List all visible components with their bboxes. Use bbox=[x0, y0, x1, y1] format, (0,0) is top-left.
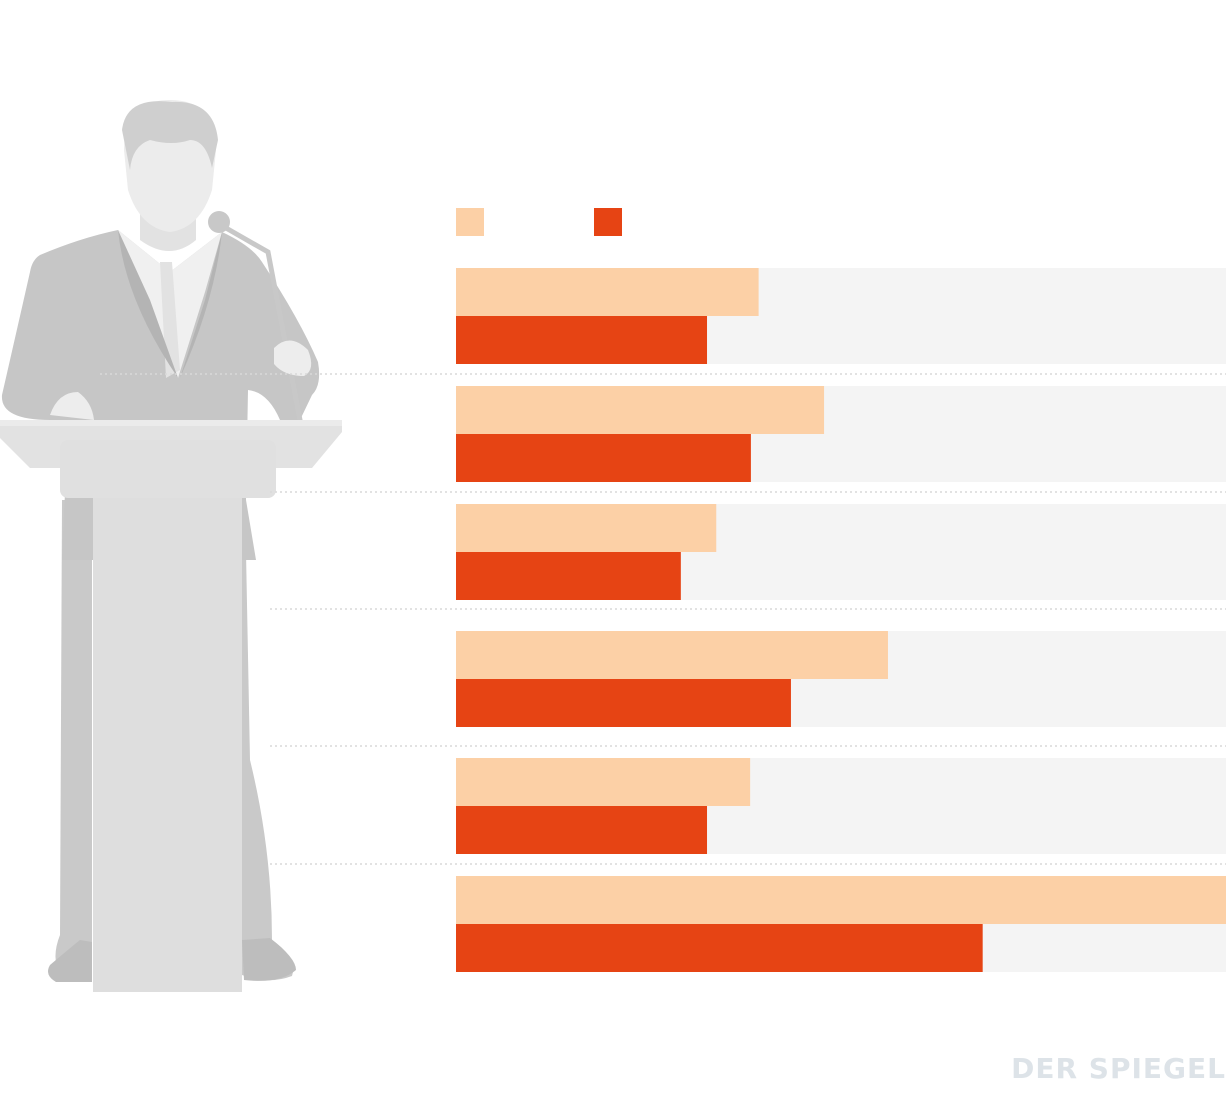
bar-2-series-1 bbox=[456, 386, 825, 434]
bar-4-series-2 bbox=[456, 679, 791, 727]
bar-6-series-2 bbox=[456, 924, 983, 972]
legend-swatch-1 bbox=[456, 208, 484, 236]
bar-1-series-1 bbox=[456, 268, 759, 316]
bar-4-series-1 bbox=[456, 631, 888, 679]
speaker-at-podium-icon bbox=[0, 100, 342, 992]
der-spiegel-watermark: DER SPIEGEL bbox=[1011, 1052, 1226, 1085]
bar-5-series-2 bbox=[456, 806, 708, 854]
bar-1-series-2 bbox=[456, 316, 708, 364]
bar-2-series-2 bbox=[456, 434, 751, 482]
legend-swatch-2 bbox=[594, 208, 622, 236]
bar-6-series-1 bbox=[456, 876, 1226, 924]
bar-5-series-1 bbox=[456, 758, 751, 806]
bar-3-series-2 bbox=[456, 552, 681, 600]
bar-3-series-1 bbox=[456, 504, 717, 552]
